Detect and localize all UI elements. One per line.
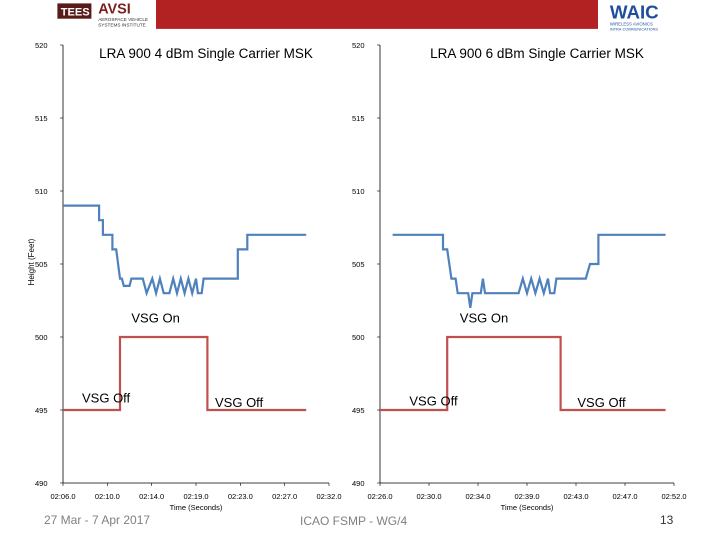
x-tick-label: 02:34.0	[465, 492, 490, 501]
x-axis-label: Time (Seconds)	[501, 503, 554, 512]
x-tick-label: 02:19.0	[183, 492, 208, 501]
slide-number: 13	[660, 513, 674, 527]
tees-logo: TEES	[57, 3, 92, 19]
x-axis-label: Time (Seconds)	[170, 503, 223, 512]
header-banner: TEES AVSI AEROSPACE VEHICLE SYSTEMS INST…	[54, 0, 666, 32]
y-tick-label: 490	[35, 479, 48, 488]
y-tick-label: 510	[352, 187, 365, 196]
x-tick-label: 02:27.0	[272, 492, 297, 501]
y-tick-label: 505	[35, 260, 48, 269]
x-tick-label: 02:26.0	[367, 492, 392, 501]
x-tick-label: 02:30.0	[416, 492, 441, 501]
footer-date: 27 Mar - 7 Apr 2017	[44, 513, 151, 527]
y-tick-label: 515	[352, 114, 365, 123]
height-series-line	[63, 204, 307, 298]
y-axis-label: Height (Feet)	[27, 238, 36, 285]
footer-event: ICAO FSMP - WG/4	[300, 514, 408, 528]
annotation-label: VSG Off	[577, 395, 626, 410]
annotation-label: VSG On	[131, 310, 179, 325]
x-tick-label: 02:32.0	[316, 492, 341, 501]
chart-title: LRA 900 4 dBm Single Carrier MSK	[99, 46, 313, 61]
y-tick-label: 490	[352, 479, 365, 488]
annotation-label: VSG Off	[409, 394, 458, 409]
height-series-line	[392, 233, 666, 308]
avsi-logo-sub2: SYSTEMS INSTITUTE	[98, 22, 146, 27]
vsg-state-series-line	[63, 335, 307, 412]
avsi-logo-sub1: AEROSPACE VEHICLE	[98, 17, 148, 22]
x-tick-label: 02:23.0	[228, 492, 253, 501]
waic-logo-sub2: INTRA-COMMUNICATIONS	[610, 28, 658, 32]
x-tick-label: 02:10.0	[95, 492, 120, 501]
y-tick-label: 520	[35, 41, 48, 50]
vsg-state-series-line	[380, 335, 666, 412]
x-tick-label: 02:06.0	[50, 492, 75, 501]
chart-title: LRA 900 6 dBm Single Carrier MSK	[430, 46, 644, 61]
y-tick-label: 515	[35, 114, 48, 123]
annotation-label: VSG On	[460, 310, 508, 325]
y-tick-label: 500	[352, 333, 365, 342]
y-tick-label: 520	[352, 41, 365, 50]
avsi-logo-text: AVSI	[98, 2, 131, 18]
y-tick-label: 505	[352, 260, 365, 269]
tees-logo-text: TEES	[61, 6, 90, 18]
waic-logo-sub1: WIRELESS AVIONICS	[610, 22, 653, 27]
annotation-label: VSG Off	[215, 395, 264, 410]
x-tick-label: 02:39.0	[514, 492, 539, 501]
annotation-label: VSG Off	[82, 391, 131, 406]
x-tick-label: 02:14.0	[139, 492, 164, 501]
y-tick-label: 500	[35, 333, 48, 342]
x-tick-label: 02:47.0	[612, 492, 637, 501]
y-tick-label: 495	[352, 406, 365, 415]
waic-logo: WAIC WIRELESS AVIONICS INTRA-COMMUNICATI…	[604, 0, 666, 32]
x-tick-label: 02:43.0	[563, 492, 588, 501]
y-tick-label: 495	[35, 406, 48, 415]
waic-logo-text: WAIC	[610, 2, 659, 23]
y-tick-label: 510	[35, 187, 48, 196]
header-red-bar	[156, 0, 598, 29]
x-tick-label: 02:52.0	[661, 492, 686, 501]
avsi-logo: AVSI AEROSPACE VEHICLE SYSTEMS INSTITUTE	[98, 2, 148, 28]
